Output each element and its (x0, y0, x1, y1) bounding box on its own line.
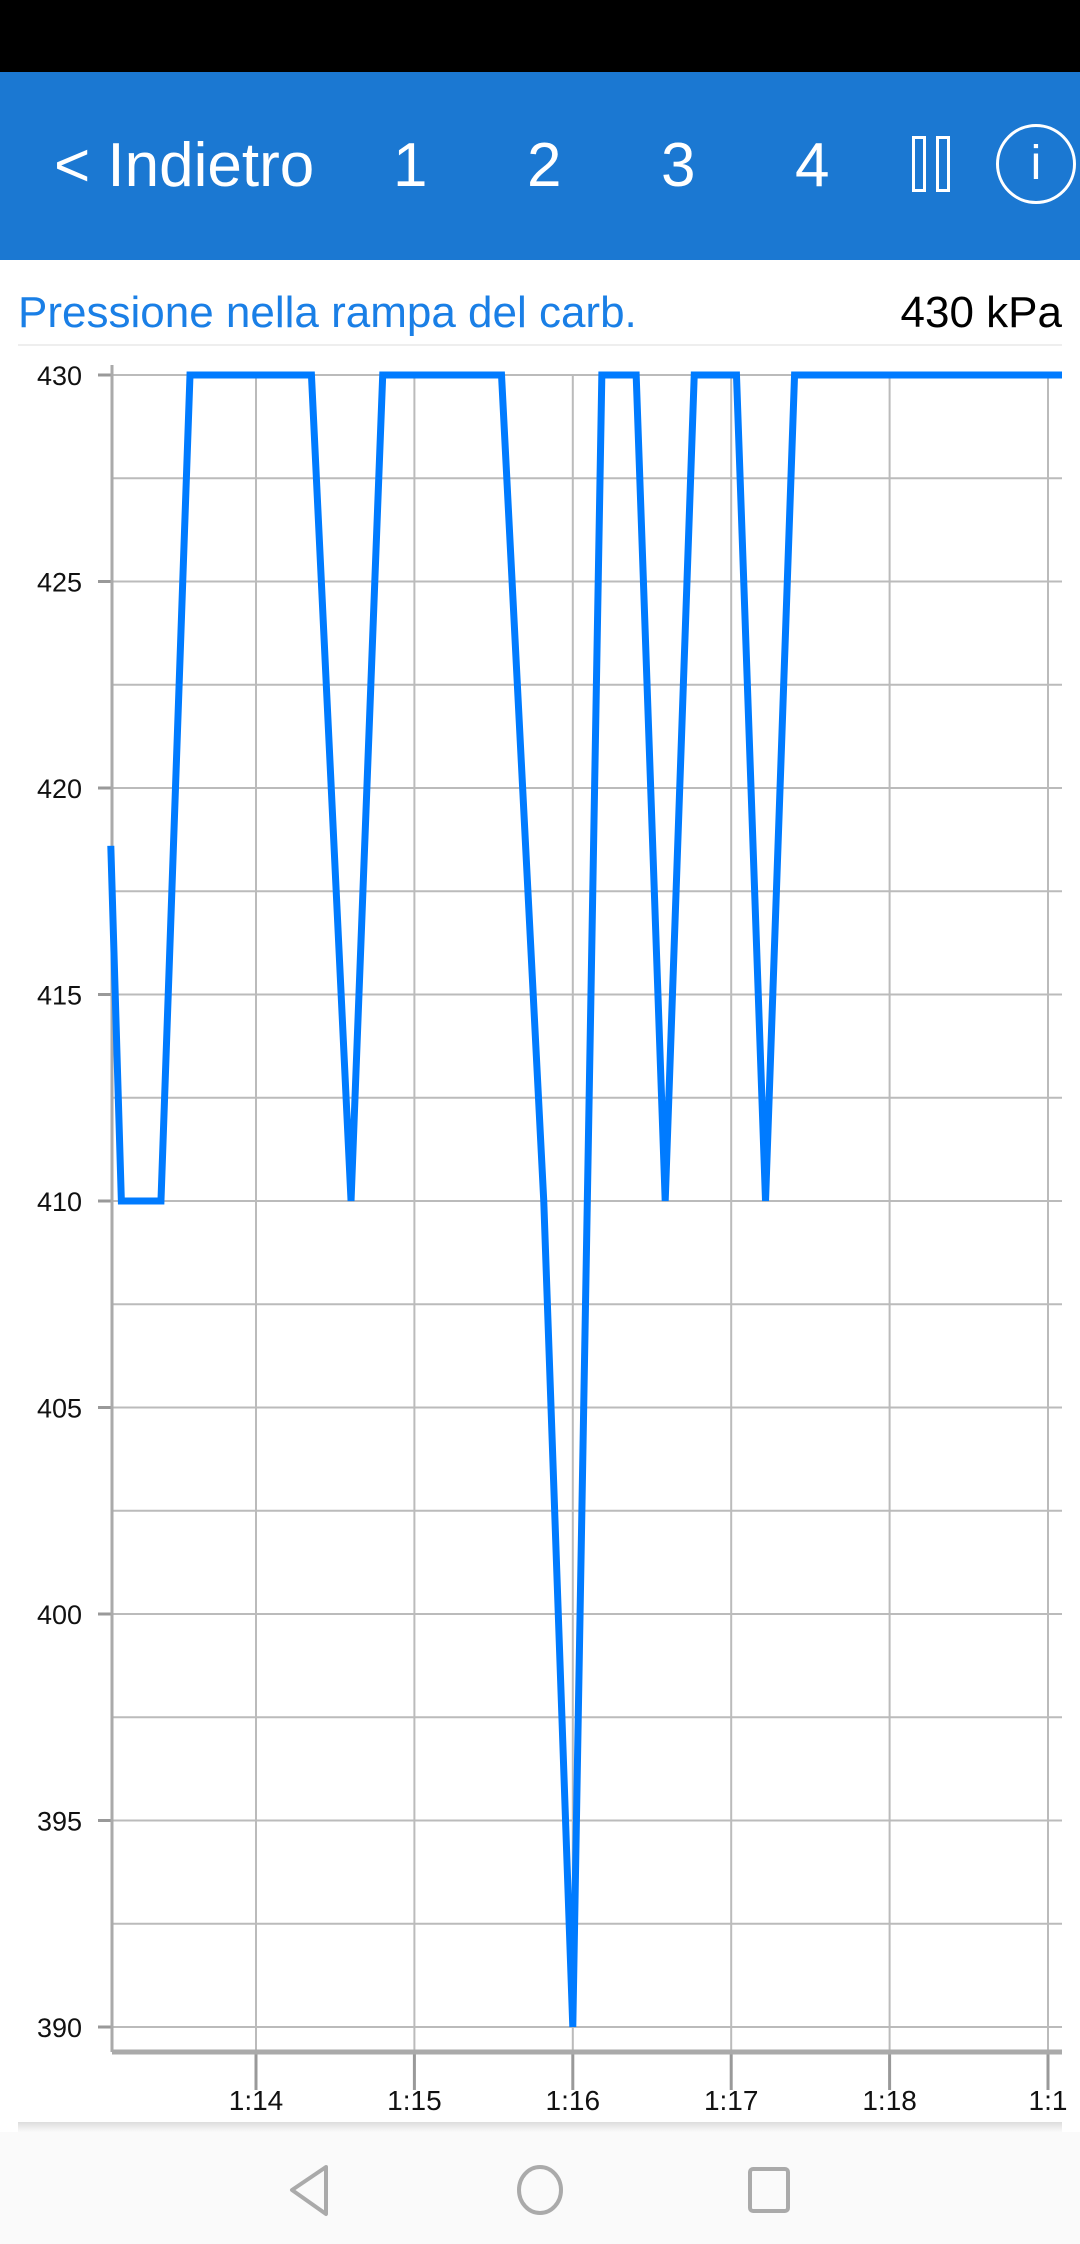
line-chart: 390 395 400 405 410 415 420 425 430 1:14 1:15 1:16 1… (37, 361, 1068, 2116)
page-tab-3[interactable]: 3 (661, 131, 696, 200)
page-tab-1[interactable]: 1 (393, 131, 428, 200)
page-tab-4[interactable]: 4 (795, 131, 830, 200)
status-bar (0, 0, 1080, 72)
top-bar: < Indietro 1 2 3 4 i (0, 72, 1080, 260)
sensor-value: 430 kPa (900, 288, 1062, 337)
x-tick-label: 1:14 (229, 2085, 284, 2116)
pause-icon[interactable] (912, 136, 956, 192)
page-tab-2[interactable]: 2 (527, 131, 562, 200)
y-tick-label: 400 (37, 1600, 82, 1630)
y-tick-label: 410 (37, 1187, 82, 1217)
sensor-name: Pressione nella rampa del carb. (18, 288, 637, 337)
info-icon[interactable]: i (996, 124, 1076, 204)
recents-square-icon[interactable] (748, 2167, 790, 2213)
system-nav-bar (0, 2132, 1080, 2244)
home-circle-icon[interactable] (517, 2165, 563, 2215)
y-tick-label: 430 (37, 361, 82, 391)
x-tick-label: 1:18 (862, 2085, 917, 2116)
y-tick-label: 415 (37, 981, 82, 1011)
y-tick-label: 395 (37, 1807, 82, 1837)
x-tick-label: 1:17 (704, 2085, 759, 2116)
y-tick-label: 390 (37, 2013, 82, 2043)
divider (18, 2122, 1062, 2132)
back-button[interactable]: < Indietro (54, 131, 315, 200)
x-tick-label: 1:1 (1029, 2085, 1068, 2116)
divider (18, 344, 1062, 346)
data-series-line (107, 371, 1062, 2028)
back-triangle-icon[interactable] (290, 2165, 328, 2216)
x-tick-label: 1:16 (546, 2085, 601, 2116)
y-tick-label: 425 (37, 568, 82, 598)
y-tick-label: 420 (37, 774, 82, 804)
y-tick-label: 405 (37, 1394, 82, 1424)
x-tick-label: 1:15 (387, 2085, 442, 2116)
